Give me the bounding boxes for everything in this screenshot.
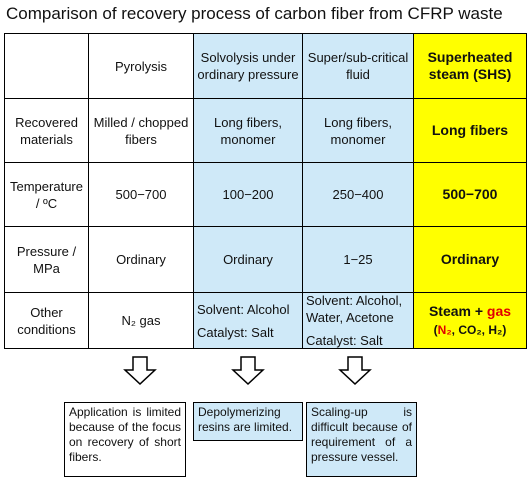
cell: Long fibers, monomer [302,98,414,163]
arrow [123,356,157,386]
cell: 100−200 [193,162,303,227]
cell-line: Solvent: Alcohol, Water, Acetone [306,293,403,325]
cell: Long fibers [413,98,527,163]
cell: Steam + gas (N₂, CO₂, H₂) [413,292,527,349]
cell: 1−25 [302,226,414,293]
text-span: ( [433,322,438,337]
cell: Ordinary [193,226,303,293]
note-box: Depolymerizing resins are limited. [193,402,303,441]
arrow [231,356,265,386]
row-label: Recovered materials [4,98,89,163]
cell-line: Catalyst: Salt [306,333,383,348]
cell: Ordinary [413,226,527,293]
cell-line: Steam + gas [429,303,511,320]
text-span: Steam + [428,302,487,319]
text-span: N₂ [437,322,452,337]
note-box: Scaling-up is difficult because of requi… [306,402,417,477]
cell: Solvent: Alcohol, Water, Acetone Catalyst… [302,292,414,349]
cell-line: (N₂, CO₂, H₂) [434,322,507,339]
corner-cell [4,33,89,99]
cell: N₂ gas [88,292,194,349]
column-header: Superheated steam (SHS) [413,33,527,99]
row-label: Other conditions [4,292,89,349]
row-label: Pressure / MPa [4,226,89,293]
cell-line: Catalyst: Salt [197,324,274,340]
arrow [338,356,372,386]
note-box: Application is limited because of the fo… [64,402,186,477]
column-header: Super/sub-critical fluid [302,33,414,99]
row-label: Temperature / ºC [4,162,89,227]
text-span: gas [486,302,512,319]
column-header: Solvolysis under ordinary pressure [193,33,303,99]
cell: 500−700 [88,162,194,227]
cell: Solvent: Alcohol Catalyst: Salt [193,292,303,349]
text-span: , CO₂, H₂) [451,322,507,337]
cell: Long fibers, monomer [193,98,303,163]
cell: 500−700 [413,162,527,227]
title: Comparison of recovery process of carbon… [6,4,503,23]
cell: Milled / chopped fibers [88,98,194,163]
cell: Ordinary [88,226,194,293]
cell-line: Solvent: Alcohol [197,301,290,317]
column-header: Pyrolysis [88,33,194,99]
cell: 250−400 [302,162,414,227]
